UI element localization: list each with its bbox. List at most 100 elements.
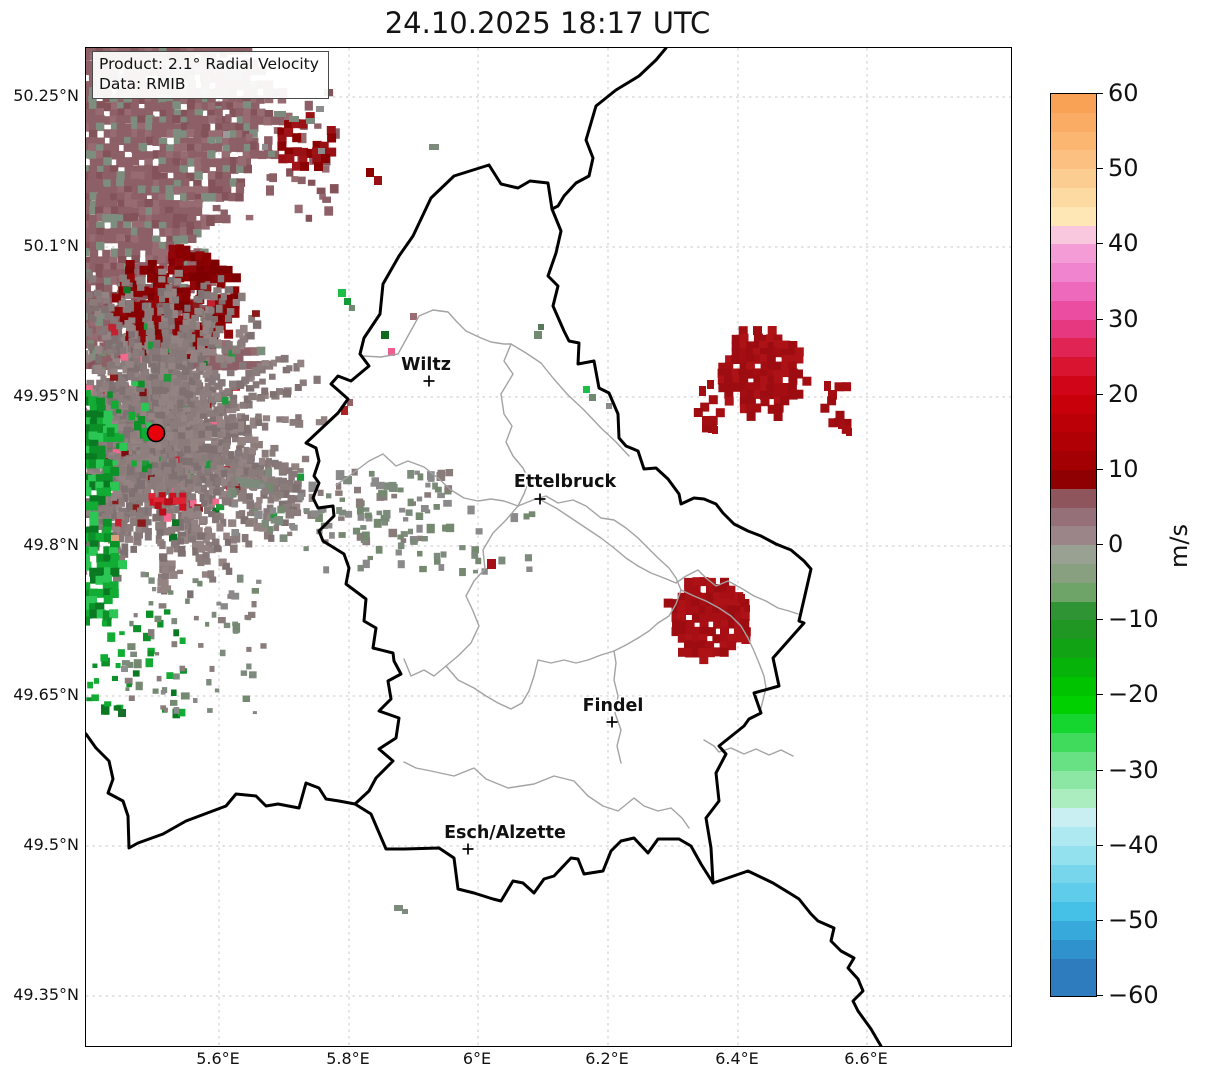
colorbar-band	[1051, 545, 1096, 564]
colorbar-tick	[1096, 919, 1103, 921]
colorbar-tick-label: 30	[1108, 304, 1139, 333]
colorbar-band	[1051, 657, 1096, 677]
district-border	[361, 309, 630, 457]
colorbar-tick-label: −50	[1108, 905, 1159, 934]
city-label: Wiltz	[401, 355, 451, 375]
city-marker	[606, 716, 618, 728]
colorbar-band	[1051, 263, 1096, 282]
colorbar-tick-label: −60	[1108, 981, 1159, 1009]
colorbar-band	[1051, 112, 1096, 132]
colorbar-band	[1051, 338, 1096, 358]
city-marker	[423, 375, 435, 387]
colorbar-band	[1051, 300, 1096, 320]
longitude-tick-label: 6.2°E	[585, 1049, 629, 1068]
district-border	[540, 499, 799, 615]
colorbar-band	[1051, 902, 1096, 922]
colorbar-band	[1051, 864, 1096, 884]
colorbar-tick-label: −10	[1108, 605, 1159, 634]
district-border	[403, 761, 690, 829]
colorbar-band	[1051, 676, 1096, 696]
colorbar-band	[1051, 939, 1096, 959]
colorbar-tick	[1096, 468, 1103, 470]
colorbar-tick	[1096, 243, 1103, 245]
colorbar-tick-label: 60	[1108, 79, 1139, 107]
longitude-tick-label: 6°E	[462, 1049, 492, 1068]
colorbar-band	[1051, 469, 1096, 489]
colorbar-band	[1051, 244, 1096, 264]
colorbar-band	[1051, 169, 1096, 188]
longitude-tick-label: 5.8°E	[326, 1049, 370, 1068]
product-info-box: Product: 2.1° Radial Velocity Data: RMIB	[92, 51, 329, 100]
latitude-tick-label: 50.25°N	[13, 86, 79, 105]
radar-site-marker	[146, 423, 166, 443]
colorbar-band	[1051, 319, 1096, 339]
colorbar-tick-label: 50	[1108, 154, 1139, 183]
product-line: Product: 2.1° Radial Velocity	[99, 55, 319, 73]
colorbar-tick-label: 20	[1108, 379, 1139, 408]
colorbar-band	[1051, 639, 1096, 658]
city-label: Ettelbruck	[514, 472, 617, 492]
district-border	[403, 505, 519, 677]
colorbar-band	[1051, 751, 1096, 771]
colorbar-band	[1051, 225, 1096, 245]
district-border	[445, 495, 682, 710]
national-border	[304, 163, 813, 903]
colorbar-band	[1051, 827, 1096, 846]
colorbar-tick	[1096, 769, 1103, 771]
city-label: Esch/Alzette	[444, 823, 566, 843]
colorbar-tick	[1096, 844, 1103, 846]
colorbar-band	[1051, 432, 1096, 452]
colorbar-band	[1051, 507, 1096, 527]
colorbar-tick	[1096, 619, 1103, 621]
city-marker	[462, 843, 474, 855]
colorbar-tick	[1096, 318, 1103, 320]
latitude-tick-label: 50.1°N	[23, 236, 79, 255]
latitude-tick-label: 49.5°N	[23, 835, 79, 854]
colorbar-band	[1051, 357, 1096, 376]
colorbar-band	[1051, 977, 1096, 996]
colorbar-band	[1051, 206, 1096, 226]
gridlines	[86, 48, 1011, 1046]
colorbar-tick-label: 10	[1108, 454, 1139, 483]
national-border	[550, 48, 668, 211]
colorbar-band	[1051, 488, 1096, 508]
colorbar-band	[1051, 733, 1096, 752]
colorbar-band	[1051, 375, 1096, 395]
district-border	[680, 589, 767, 709]
latitude-tick-label: 49.95°N	[13, 386, 79, 405]
national-border	[86, 732, 357, 850]
colorbar-band	[1051, 451, 1096, 470]
colorbar-band	[1051, 921, 1096, 940]
colorbar-band	[1051, 770, 1096, 790]
latitude-tick-label: 49.35°N	[13, 985, 79, 1004]
colorbar	[1050, 93, 1097, 997]
colorbar-band	[1051, 845, 1096, 865]
longitude-tick-label: 6.4°E	[715, 1049, 759, 1068]
colorbar-band	[1051, 187, 1096, 207]
colorbar-unit-label: m/s	[1165, 524, 1193, 568]
map-plot-area: Wiltz Ettelbruck Findel Esch/Alzette	[85, 47, 1012, 1047]
colorbar-band	[1051, 413, 1096, 433]
district-border	[703, 739, 794, 757]
colorbar-band	[1051, 601, 1096, 621]
colorbar-tick-label: 0	[1108, 530, 1124, 558]
data-source-line: Data: RMIB	[99, 75, 186, 94]
colorbar-tick-label: −20	[1108, 680, 1159, 709]
colorbar-band	[1051, 695, 1096, 715]
radar-velocity-pixels	[86, 48, 852, 914]
colorbar-band	[1051, 789, 1096, 809]
colorbar-band	[1051, 582, 1096, 602]
national-border	[711, 869, 883, 1046]
figure-title: 24.10.2025 18:17 UTC	[384, 6, 711, 40]
colorbar-tick	[1096, 93, 1103, 94]
colorbar-tick	[1096, 694, 1103, 696]
colorbar-band	[1051, 526, 1096, 546]
colorbar-band	[1051, 394, 1096, 414]
colorbar-band	[1051, 714, 1096, 734]
colorbar-band	[1051, 131, 1096, 151]
latitude-tick-label: 49.8°N	[23, 535, 79, 554]
colorbar-tick	[1096, 995, 1103, 996]
colorbar-tick	[1096, 168, 1103, 170]
longitude-tick-label: 5.6°E	[196, 1049, 240, 1068]
colorbar-band	[1051, 808, 1096, 828]
